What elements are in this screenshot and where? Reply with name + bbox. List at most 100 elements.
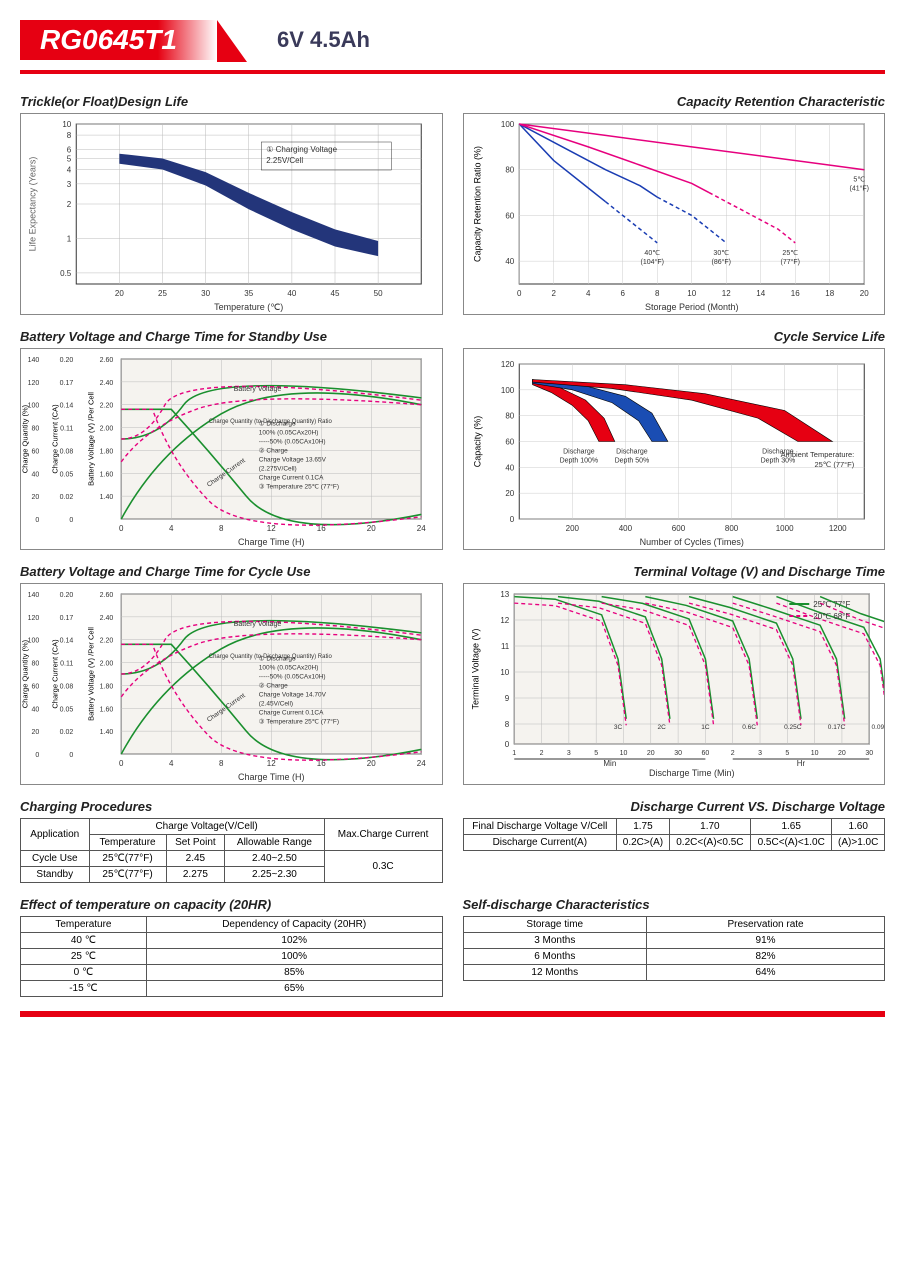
svg-text:5℃: 5℃ xyxy=(853,177,865,184)
svg-text:0.02: 0.02 xyxy=(60,494,74,501)
svg-text:3C: 3C xyxy=(613,724,622,731)
svg-text:1.80: 1.80 xyxy=(100,683,114,690)
chart-title-cyclelife: Cycle Service Life xyxy=(463,329,886,344)
svg-text:6: 6 xyxy=(620,289,625,298)
chart-title-trickle: Trickle(or Float)Design Life xyxy=(20,94,443,109)
svg-text:Discharge: Discharge xyxy=(563,449,595,456)
svg-text:Charge Current (CA): Charge Current (CA) xyxy=(50,639,59,709)
svg-text:Charge Quantity (%): Charge Quantity (%) xyxy=(21,639,29,708)
svg-text:4: 4 xyxy=(586,289,591,298)
svg-text:Battery Voltage (V) /Per Cell: Battery Voltage (V) /Per Cell xyxy=(86,627,95,721)
svg-text:2.60: 2.60 xyxy=(100,357,114,364)
svg-text:16: 16 xyxy=(790,289,799,298)
table-title-tempcap: Effect of temperature on capacity (20HR) xyxy=(20,897,443,912)
svg-text:③ Temperature 25℃ (77°F): ③ Temperature 25℃ (77°F) xyxy=(259,483,339,491)
svg-text:2.40: 2.40 xyxy=(100,615,114,622)
svg-text:40: 40 xyxy=(287,289,296,298)
svg-text:12: 12 xyxy=(500,616,509,625)
svg-text:3: 3 xyxy=(566,750,570,757)
svg-text:-----50% (0.05CAx10H): -----50% (0.05CAx10H) xyxy=(259,674,326,681)
svg-text:5: 5 xyxy=(67,154,72,163)
svg-text:Min: Min xyxy=(603,759,616,768)
svg-text:2C: 2C xyxy=(657,724,666,731)
svg-text:30: 30 xyxy=(865,750,873,757)
svg-text:Depth 100%: Depth 100% xyxy=(559,458,598,465)
svg-text:25℃ (77°F): 25℃ (77°F) xyxy=(814,460,854,469)
svg-text:Charge Current 0.1CA: Charge Current 0.1CA xyxy=(259,710,324,717)
svg-text:Charge Time (H): Charge Time (H) xyxy=(238,772,305,782)
svg-text:(2.45V/Cell): (2.45V/Cell) xyxy=(259,701,293,708)
svg-text:60: 60 xyxy=(31,683,39,690)
chart-title-standby: Battery Voltage and Charge Time for Stan… xyxy=(20,329,443,344)
svg-text:Discharge: Discharge xyxy=(616,449,648,456)
standby-chart: 00200.021.40400.051.60600.081.80800.112.… xyxy=(20,348,443,550)
svg-text:Battery Voltage: Battery Voltage xyxy=(234,621,282,628)
svg-text:1.80: 1.80 xyxy=(100,448,114,455)
svg-text:400: 400 xyxy=(618,524,632,533)
svg-text:Capacity Retention Ratio (%): Capacity Retention Ratio (%) xyxy=(472,146,482,262)
svg-text:0.20: 0.20 xyxy=(60,357,74,364)
svg-text:800: 800 xyxy=(724,524,738,533)
svg-text:30: 30 xyxy=(674,750,682,757)
svg-text:0.08: 0.08 xyxy=(60,448,74,455)
svg-text:20: 20 xyxy=(367,759,376,768)
svg-text:0.05: 0.05 xyxy=(60,706,74,713)
svg-text:30: 30 xyxy=(201,289,210,298)
svg-text:20: 20 xyxy=(115,289,124,298)
svg-text:20℃ 68°F: 20℃ 68°F xyxy=(813,612,850,621)
svg-text:10: 10 xyxy=(687,289,696,298)
table-title-selfdis: Self-discharge Characteristics xyxy=(463,897,886,912)
svg-text:40: 40 xyxy=(31,706,39,713)
retention-chart: 0246810121416182040608010040℃(104°F)30℃(… xyxy=(463,113,886,315)
svg-text:0: 0 xyxy=(119,524,124,533)
svg-text:1.40: 1.40 xyxy=(100,729,114,736)
svg-text:2.20: 2.20 xyxy=(100,403,114,410)
svg-text:12: 12 xyxy=(267,524,276,533)
svg-text:① Charging Voltage: ① Charging Voltage xyxy=(266,145,337,154)
charging-table: ApplicationCharge Voltage(V/Cell)Max.Cha… xyxy=(20,818,443,883)
svg-text:(86°F): (86°F) xyxy=(711,258,731,266)
svg-text:2.00: 2.00 xyxy=(100,661,114,668)
svg-text:2.60: 2.60 xyxy=(100,592,114,599)
svg-text:② Charge: ② Charge xyxy=(259,447,288,455)
svg-text:Charge Quantity (%): Charge Quantity (%) xyxy=(21,404,29,473)
svg-text:12: 12 xyxy=(721,289,730,298)
svg-text:0.02: 0.02 xyxy=(60,729,74,736)
svg-text:0: 0 xyxy=(509,515,514,524)
svg-text:2.25V/Cell: 2.25V/Cell xyxy=(266,156,303,165)
svg-text:Life Expectancy (Years): Life Expectancy (Years) xyxy=(27,157,37,252)
table-title-dvd: Discharge Current VS. Discharge Voltage xyxy=(463,799,886,814)
svg-text:1.60: 1.60 xyxy=(100,471,114,478)
svg-text:20: 20 xyxy=(838,750,846,757)
svg-text:2: 2 xyxy=(730,750,734,757)
svg-text:0.09C: 0.09C xyxy=(871,724,884,731)
svg-text:Number of Cycles (Times): Number of Cycles (Times) xyxy=(639,537,743,547)
chart-title-cyclecharge: Battery Voltage and Charge Time for Cycl… xyxy=(20,564,443,579)
tempcap-table: TemperatureDependency of Capacity (20HR)… xyxy=(20,916,443,997)
svg-text:10: 10 xyxy=(619,750,627,757)
svg-text:6: 6 xyxy=(67,145,72,154)
svg-text:4: 4 xyxy=(67,166,72,175)
svg-text:24: 24 xyxy=(417,759,426,768)
svg-text:② Charge: ② Charge xyxy=(259,682,288,690)
svg-text:1.60: 1.60 xyxy=(100,706,114,713)
svg-text:1: 1 xyxy=(67,234,72,243)
svg-text:25℃: 25℃ xyxy=(782,250,798,257)
svg-text:3: 3 xyxy=(67,180,72,189)
svg-text:35: 35 xyxy=(244,289,253,298)
svg-text:Capacity (%): Capacity (%) xyxy=(472,416,482,468)
svg-text:Charge Voltage 13.65V: Charge Voltage 13.65V xyxy=(259,457,327,464)
svg-text:20: 20 xyxy=(31,494,39,501)
svg-text:1000: 1000 xyxy=(775,524,793,533)
svg-text:0.25C: 0.25C xyxy=(784,724,802,731)
svg-text:20: 20 xyxy=(367,524,376,533)
svg-text:0: 0 xyxy=(517,289,522,298)
svg-text:2.00: 2.00 xyxy=(100,426,114,433)
svg-text:0.05: 0.05 xyxy=(60,471,74,478)
chart-title-retention: Capacity Retention Characteristic xyxy=(463,94,886,109)
svg-text:2: 2 xyxy=(539,750,543,757)
svg-text:0.14: 0.14 xyxy=(60,638,74,645)
chart-title-terminal: Terminal Voltage (V) and Discharge Time xyxy=(463,564,886,579)
svg-text:Temperature (℃): Temperature (℃) xyxy=(214,302,283,312)
svg-text:120: 120 xyxy=(500,360,514,369)
